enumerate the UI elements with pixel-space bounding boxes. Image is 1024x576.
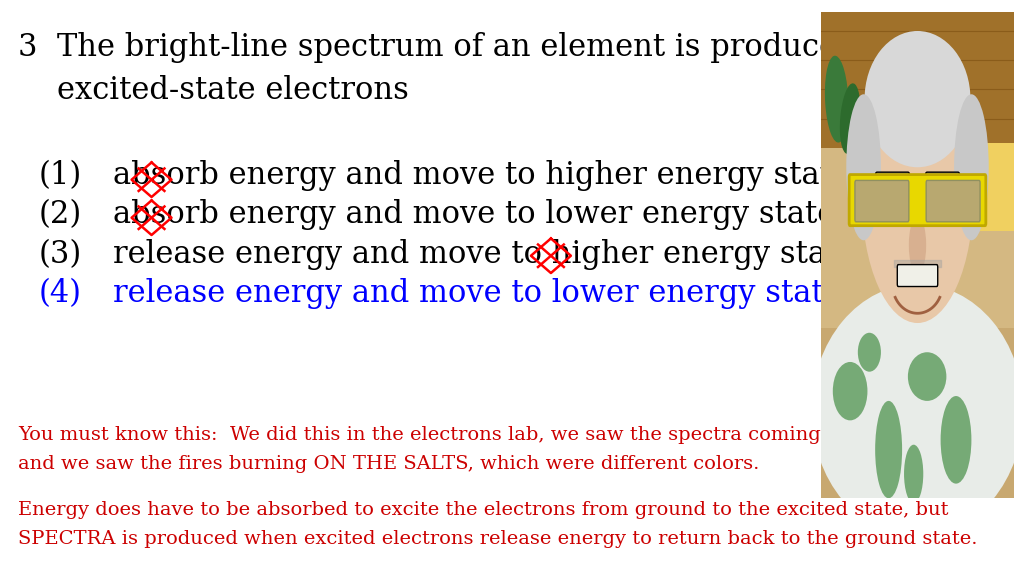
Bar xyxy=(894,226,941,313)
Ellipse shape xyxy=(904,445,924,503)
Text: SPECTRA is produced when excited electrons release energy to return back to the : SPECTRA is produced when excited electro… xyxy=(18,529,978,548)
FancyBboxPatch shape xyxy=(855,180,909,222)
Text: (3): (3) xyxy=(39,239,82,270)
Bar xyxy=(959,143,979,230)
Ellipse shape xyxy=(833,362,867,420)
Ellipse shape xyxy=(858,333,881,372)
Bar xyxy=(821,148,1014,328)
FancyBboxPatch shape xyxy=(926,180,980,222)
Ellipse shape xyxy=(941,396,972,484)
Ellipse shape xyxy=(861,70,974,323)
Text: absorb energy and move to higher energy states: absorb energy and move to higher energy … xyxy=(113,160,865,191)
FancyBboxPatch shape xyxy=(876,172,909,194)
Text: release energy and move to higher energy states: release energy and move to higher energy… xyxy=(113,239,871,270)
Text: (2): (2) xyxy=(39,199,82,230)
Text: You must know this:  We did this in the electrons lab, we saw the spectra coming: You must know this: We did this in the e… xyxy=(18,426,994,444)
Ellipse shape xyxy=(876,401,902,498)
FancyBboxPatch shape xyxy=(849,175,986,226)
Text: excited-state electrons: excited-state electrons xyxy=(18,75,410,106)
Ellipse shape xyxy=(840,84,860,154)
Ellipse shape xyxy=(908,352,946,401)
Ellipse shape xyxy=(967,182,980,230)
Bar xyxy=(821,12,1014,148)
Ellipse shape xyxy=(954,94,989,240)
Text: and we saw the fires burning ON THE SALTS, which were different colors.: and we saw the fires burning ON THE SALT… xyxy=(18,454,760,473)
Text: (1): (1) xyxy=(39,160,82,191)
Text: absorb energy and move to lower energy states: absorb energy and move to lower energy s… xyxy=(113,199,851,230)
Bar xyxy=(959,143,1014,230)
Ellipse shape xyxy=(864,31,971,167)
Ellipse shape xyxy=(812,284,1023,537)
Ellipse shape xyxy=(855,182,868,230)
Ellipse shape xyxy=(909,216,926,274)
Text: 3  The bright-line spectrum of an element is produced when: 3 The bright-line spectrum of an element… xyxy=(18,32,950,63)
FancyBboxPatch shape xyxy=(926,172,959,194)
Ellipse shape xyxy=(825,56,849,143)
Text: release energy and move to lower energy states: release energy and move to lower energy … xyxy=(113,278,857,309)
Ellipse shape xyxy=(846,94,881,240)
FancyBboxPatch shape xyxy=(897,264,938,286)
Text: (4): (4) xyxy=(39,278,82,309)
Text: Energy does have to be absorbed to excite the electrons from ground to the excit: Energy does have to be absorbed to excit… xyxy=(18,501,949,519)
